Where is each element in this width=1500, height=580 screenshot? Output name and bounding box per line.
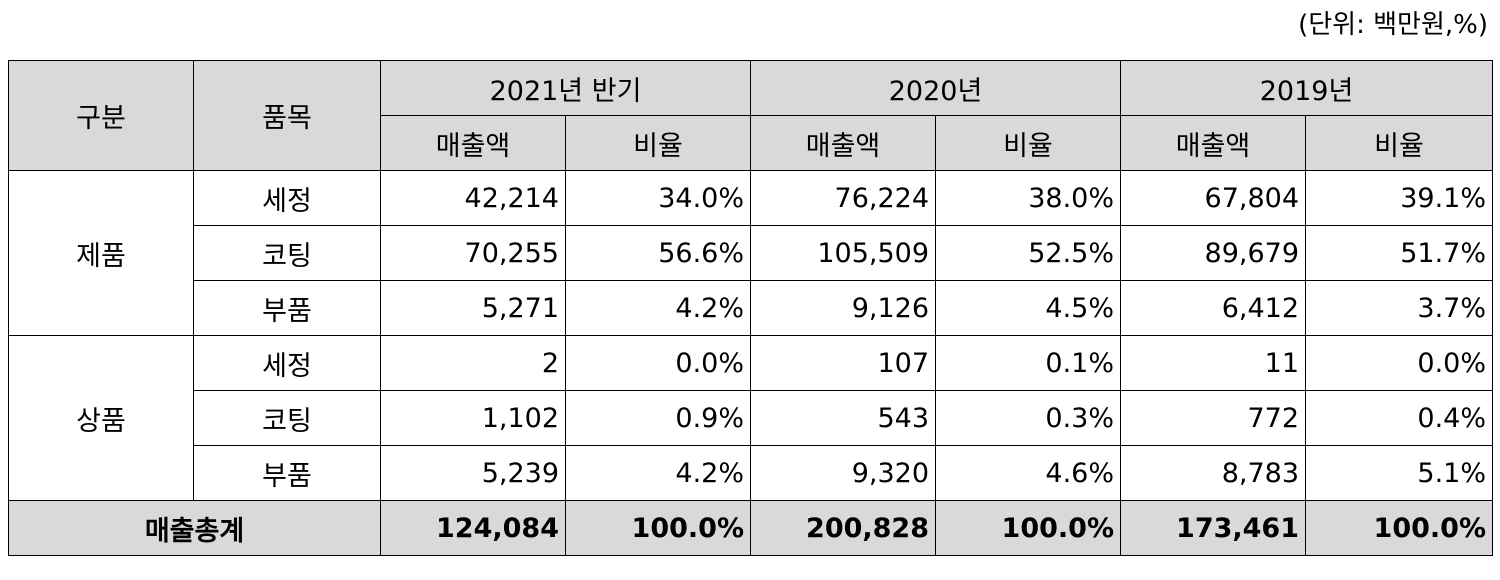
header-row: 매출액 비율 매출액 비율 매출액 비율: [9, 115, 1494, 171]
value-cell: 9,320: [750, 445, 937, 501]
sub-header: 비율: [564, 115, 752, 171]
item-label: 부품: [193, 280, 381, 336]
value-cell: 42,214: [380, 170, 566, 226]
value-cell: 4.5%: [935, 280, 1122, 336]
value-cell: 89,679: [1120, 225, 1307, 281]
value-cell: 70,255: [380, 225, 566, 281]
value-cell: 34.0%: [564, 170, 752, 226]
value-cell: 5,271: [380, 280, 566, 336]
value-cell: 39.1%: [1305, 170, 1494, 226]
sub-header: 매출액: [1120, 115, 1307, 171]
total-row: 매출총계 124,084 100.0% 200,828 100.0% 173,461 100…: [8, 500, 1494, 556]
header-row: 구분 품목 2021년 반기 2020년 2019년: [8, 60, 1494, 171]
data-row: 상품 세정 2 0.0% 107 0.1% 11 0.0%: [8, 335, 1494, 501]
table-body: 제품 세정 42,214 34.0% 76,224 38.0% 67,804 39.1% 코팅 7…: [8, 170, 1494, 556]
period-header: 2019년: [1120, 60, 1494, 116]
value-cell: 11: [1120, 335, 1307, 391]
data-row: 부품 5,271 4.2% 9,126 4.5% 6,412 3.7%: [9, 280, 1494, 336]
value-cell: 4.2%: [564, 445, 752, 501]
value-cell: 772: [1120, 390, 1307, 446]
value-cell: 4.6%: [935, 445, 1122, 501]
sub-header: 매출액: [380, 115, 566, 171]
data-row: 제품 세정 42,214 34.0% 76,224 38.0% 67,804 39.1%: [8, 170, 1494, 336]
sub-header: 매출액: [750, 115, 937, 171]
total-cell: 100.0%: [564, 500, 752, 556]
value-cell: 2: [380, 335, 566, 391]
unit-note: (단위: 백만원,%): [1298, 10, 1488, 40]
total-cell: 124,084: [380, 500, 566, 556]
value-cell: 105,509: [750, 225, 937, 281]
value-cell: 3.7%: [1305, 280, 1494, 336]
data-row: 부품 5,239 4.2% 9,320 4.6% 8,783 5.1%: [9, 445, 1494, 501]
item-label: 세정: [193, 335, 381, 391]
group-label: 상품: [8, 335, 194, 501]
value-cell: 52.5%: [935, 225, 1122, 281]
value-cell: 5.1%: [1305, 445, 1494, 501]
total-cell: 200,828: [750, 500, 937, 556]
value-cell: 67,804: [1120, 170, 1307, 226]
value-cell: 4.2%: [564, 280, 752, 336]
value-cell: 56.6%: [564, 225, 752, 281]
period-header: 2021년 반기: [379, 60, 752, 116]
value-cell: 76,224: [750, 170, 937, 226]
value-cell: 0.0%: [564, 335, 752, 391]
item-label: 코팅: [193, 225, 381, 281]
data-row: 코팅 70,255 56.6% 105,509 52.5% 89,679 51.7%: [9, 225, 1494, 281]
value-cell: 107: [750, 335, 937, 391]
value-cell: 0.3%: [935, 390, 1122, 446]
value-cell: 0.9%: [564, 390, 752, 446]
value-cell: 0.0%: [1305, 335, 1494, 391]
value-cell: 51.7%: [1305, 225, 1494, 281]
value-cell: 8,783: [1120, 445, 1307, 501]
sales-table: 구분 품목 2021년 반기 2020년 2019년 매출액 비율 매출액 비율 매출액 비율 제품…: [8, 60, 1494, 556]
period-header: 2020년: [750, 60, 1122, 116]
item-label: 코팅: [193, 390, 381, 446]
value-cell: 1,102: [380, 390, 566, 446]
table-head: 구분 품목 2021년 반기 2020년 2019년 매출액 비율 매출액 비율 매출액 비율: [8, 60, 1494, 171]
value-cell: 0.1%: [935, 335, 1122, 391]
value-cell: 543: [750, 390, 937, 446]
total-cell: 173,461: [1120, 500, 1307, 556]
item-label: 세정: [193, 170, 381, 226]
sub-header: 비율: [935, 115, 1122, 171]
value-cell: 9,126: [750, 280, 937, 336]
total-cell: 100.0%: [1305, 500, 1494, 556]
value-cell: 6,412: [1120, 280, 1307, 336]
item-label: 부품: [193, 445, 381, 501]
value-cell: 0.4%: [1305, 390, 1494, 446]
header-cell: 구분: [8, 60, 194, 171]
value-cell: 38.0%: [935, 170, 1122, 226]
data-row: 코팅 1,102 0.9% 543 0.3% 772 0.4%: [9, 390, 1494, 446]
group-label: 제품: [8, 170, 194, 336]
value-cell: 5,239: [380, 445, 566, 501]
total-label: 매출총계: [8, 500, 381, 556]
sub-header: 비율: [1305, 115, 1494, 171]
total-cell: 100.0%: [935, 500, 1122, 556]
header-cell: 품목: [193, 60, 381, 171]
